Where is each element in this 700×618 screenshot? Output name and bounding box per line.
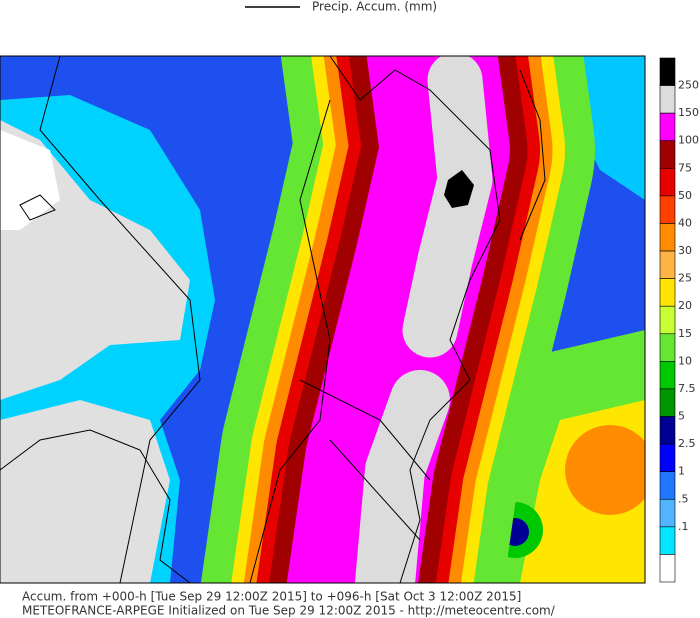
colorbar-swatch [659, 498, 676, 528]
colorbar-swatch [659, 57, 676, 86]
colorbar-label: .1 [678, 520, 689, 533]
colorbar-swatch [659, 471, 676, 500]
colorbar-swatch [659, 333, 676, 362]
colorbar-label: 150 [678, 106, 699, 119]
colorbar-label: .5 [678, 492, 689, 505]
colorbar-label: 20 [678, 299, 692, 312]
footer-line: Accum. from +000-h [Tue Sep 29 12:00Z 20… [22, 590, 521, 604]
colorbar-swatch [659, 388, 676, 417]
colorbar-label: 50 [678, 189, 692, 202]
orange-cell [565, 425, 645, 515]
colorbar-label: 100 [678, 134, 699, 147]
colorbar-swatch [659, 554, 676, 583]
colorbar-swatch [659, 526, 676, 555]
colorbar-label: 7.5 [678, 382, 696, 395]
colorbar-label: 15 [678, 327, 692, 340]
colorbar-label: 2.5 [678, 437, 696, 450]
colorbar-swatch [659, 140, 676, 169]
colorbar-label: 30 [678, 244, 692, 257]
colorbar-swatch [659, 112, 676, 142]
colorbar-swatch [659, 305, 676, 335]
colorbar-swatch [659, 416, 676, 445]
colorbar-swatch [659, 361, 676, 390]
colorbar-swatch [659, 195, 676, 224]
colorbar-label: 25 [678, 272, 692, 285]
map-frame [0, 55, 646, 584]
precip-band [201, 56, 595, 583]
colorbar-swatch [659, 85, 676, 114]
colorbar-swatch [659, 223, 676, 252]
colorbar-swatch [659, 278, 676, 307]
colorbar-label: 75 [678, 161, 692, 174]
colorbar-swatch [659, 168, 676, 197]
coastlines [0, 56, 546, 583]
footer-line: METEOFRANCE-ARPEGE Initialized on Tue Se… [22, 604, 556, 618]
white-region [0, 130, 60, 230]
colorbar: 250 150 100 75 50 40 30 25 20 15 10 7.5 5 2.5 1 .5 .1 [659, 57, 699, 583]
colorbar-label: 40 [678, 216, 692, 229]
colorbar-label: 1 [678, 465, 685, 478]
legend-label: Precip. Accum. (mm) [312, 0, 437, 14]
colorbar-swatch [659, 250, 676, 279]
colorbar-swatch [659, 443, 676, 472]
max-cell [444, 170, 474, 208]
colorbar-label: 10 [678, 354, 692, 367]
colorbar-label: 250 [678, 79, 699, 92]
gray-region-south [0, 400, 170, 583]
colorbar-label: 5 [678, 410, 685, 423]
precip-map [0, 56, 645, 583]
